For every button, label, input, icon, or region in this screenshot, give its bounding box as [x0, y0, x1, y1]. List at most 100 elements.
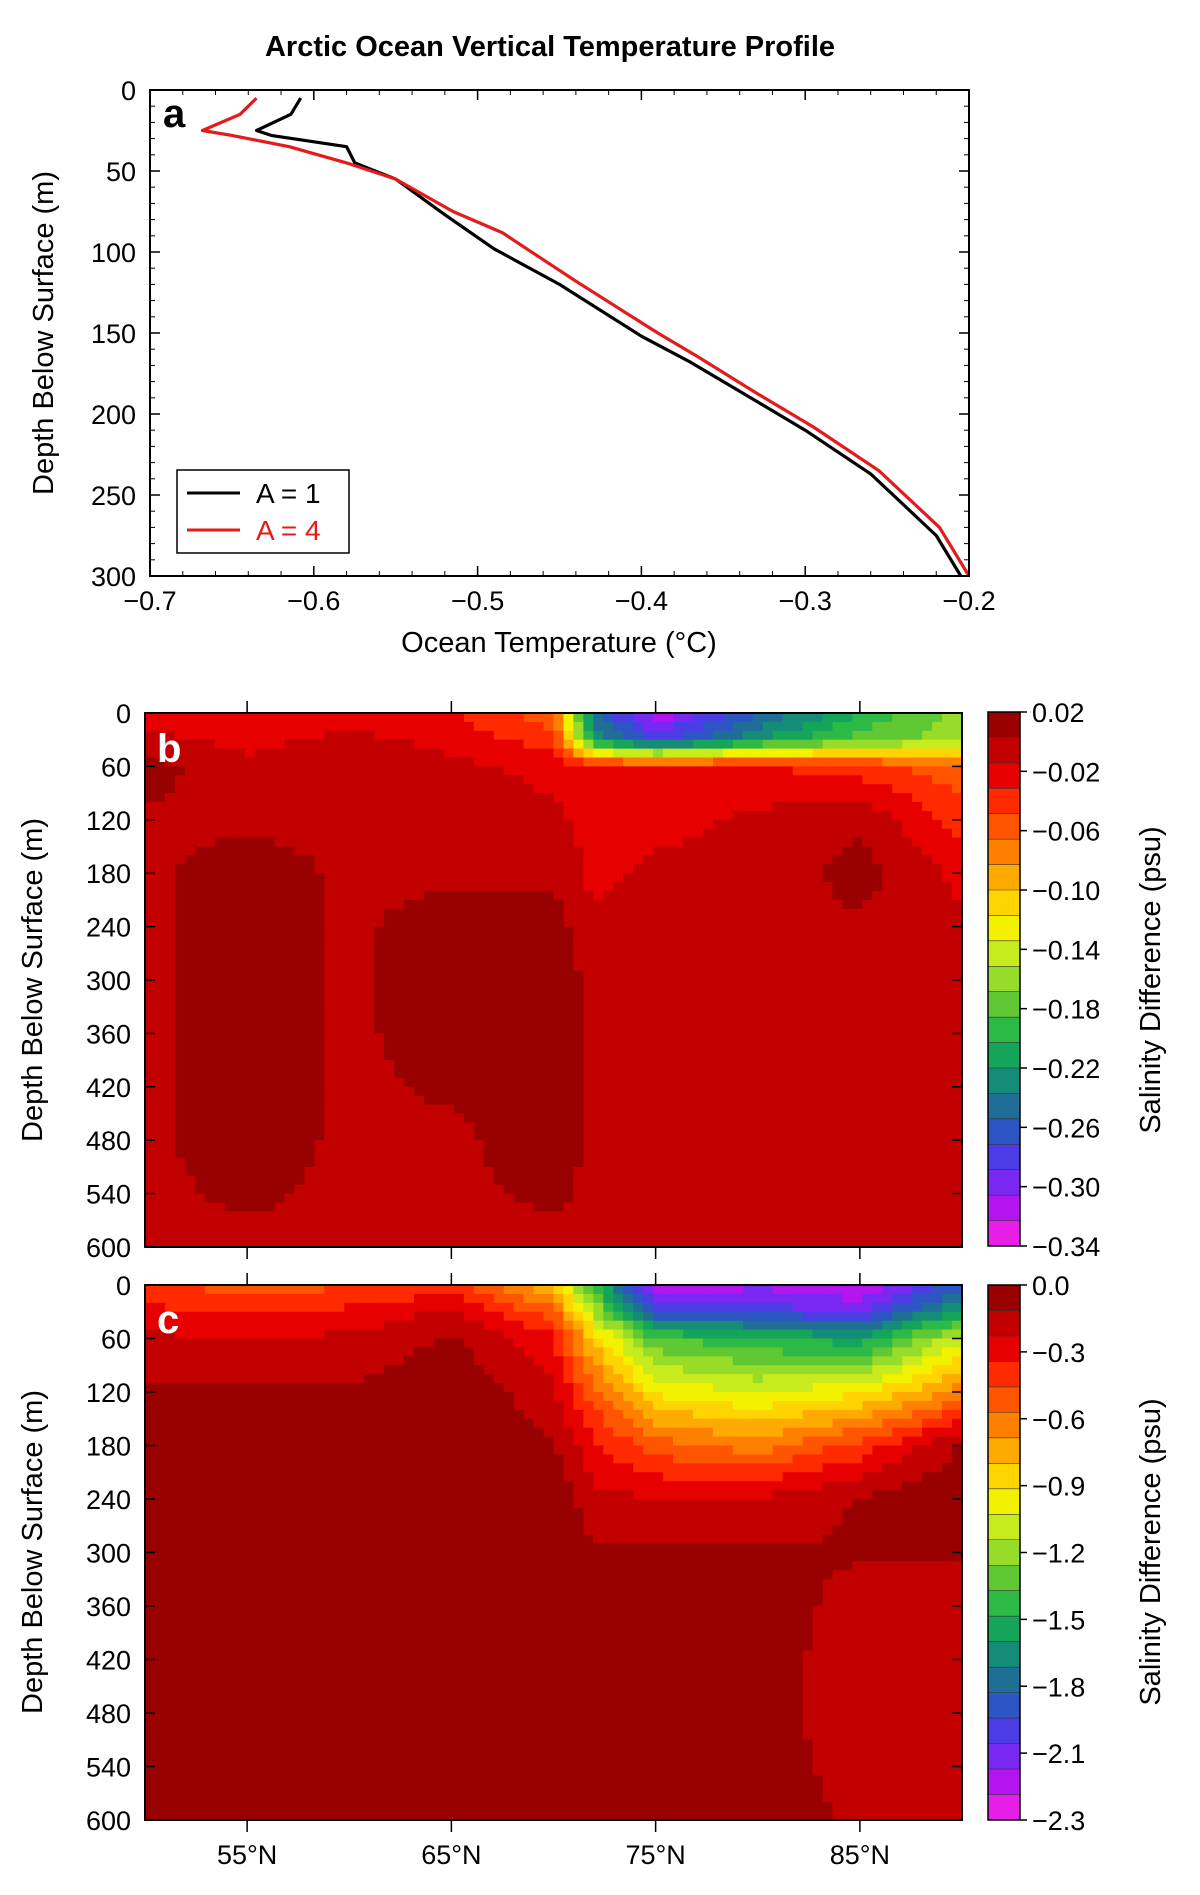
heatmap-cell	[284, 980, 296, 990]
heatmap-cell	[872, 775, 883, 785]
heatmap-cell	[294, 757, 306, 767]
heatmap-cell	[902, 819, 913, 830]
heatmap-cell	[942, 899, 953, 910]
heatmap-cell	[663, 730, 674, 741]
heatmap-cell	[204, 962, 216, 972]
heatmap-cell	[653, 721, 664, 732]
heatmap-cell	[314, 1193, 325, 1204]
heatmap-cell	[772, 1086, 784, 1097]
heatmap-cell	[214, 1193, 226, 1204]
heatmap-cell	[692, 837, 704, 848]
heatmap-cell	[414, 846, 425, 856]
heatmap-cell	[862, 730, 873, 741]
heatmap-cell	[354, 935, 365, 945]
heatmap-cell	[284, 988, 296, 999]
heatmap-cell	[573, 1042, 584, 1052]
heatmap-cell	[762, 1220, 774, 1230]
heatmap-cell	[842, 1051, 853, 1061]
heatmap-cell	[314, 971, 325, 981]
heatmap-cell	[154, 828, 166, 839]
heatmap-cell	[702, 935, 714, 945]
heatmap-cell	[284, 926, 296, 937]
heatmap-cell	[463, 1193, 475, 1204]
heatmap-cell	[423, 1202, 435, 1212]
heatmap-cell	[304, 846, 315, 856]
heatmap-cell	[364, 1220, 375, 1230]
heatmap-cell	[653, 971, 664, 981]
heatmap-cell	[623, 1131, 634, 1141]
heatmap-cell	[533, 1211, 545, 1221]
heatmap-cell	[414, 1140, 425, 1150]
heatmap-cell	[244, 997, 256, 1008]
heatmap-cell	[433, 980, 445, 990]
heatmap-cell	[722, 810, 734, 821]
heatmap-cell	[394, 1211, 405, 1221]
heatmap-cell	[872, 1140, 883, 1150]
heatmap-cell	[463, 1220, 475, 1230]
heatmap-cell	[742, 899, 754, 910]
heatmap-cell	[613, 899, 624, 910]
heatmap-cell	[503, 1149, 515, 1159]
heatmap-cell	[224, 1024, 236, 1034]
heatmap-cell	[842, 1140, 853, 1150]
heatmap-cell	[932, 1015, 943, 1026]
heatmap-cell	[394, 713, 405, 723]
heatmap-cell	[882, 819, 893, 830]
heatmap-cell	[942, 1104, 953, 1115]
heatmap-cell	[364, 1158, 375, 1168]
heatmap-cell	[194, 1131, 206, 1141]
heatmap-cell	[354, 1060, 365, 1070]
heatmap-cell	[912, 846, 923, 856]
heatmap-cell	[433, 730, 445, 741]
heatmap-cell	[902, 1033, 913, 1043]
heatmap-cell	[862, 819, 873, 830]
heatmap-cell	[174, 1229, 186, 1239]
heatmap-cell	[453, 739, 465, 750]
heatmap-cell	[374, 793, 385, 803]
heatmap-cell	[912, 1202, 923, 1212]
heatmap-cell	[404, 1006, 415, 1017]
heatmap-cell	[324, 873, 335, 883]
heatmap-cell	[334, 1104, 345, 1115]
heatmap-cell	[184, 1202, 196, 1212]
heatmap-cell	[314, 1077, 325, 1088]
heatmap-cell	[852, 1077, 863, 1088]
heatmap-cell	[294, 864, 306, 874]
heatmap-cell	[304, 802, 315, 812]
heatmap-cell	[204, 713, 216, 723]
heatmap-cell	[453, 1033, 465, 1043]
heatmap-cell	[902, 1077, 913, 1088]
heatmap-cell	[633, 1229, 644, 1239]
heatmap-cell	[573, 775, 584, 785]
heatmap-cell	[593, 1024, 604, 1034]
heatmap-cell	[663, 1015, 674, 1026]
heatmap-cell	[513, 819, 525, 830]
heatmap-cell	[174, 1220, 186, 1230]
heatmap-cell	[294, 1086, 306, 1097]
heatmap-cell	[663, 971, 674, 981]
heatmap-cell	[663, 917, 674, 928]
heatmap-cell	[523, 935, 535, 945]
heatmap-cell	[643, 988, 654, 999]
heatmap-cell	[732, 837, 744, 848]
heatmap-cell	[583, 988, 594, 999]
heatmap-cell	[952, 1113, 963, 1123]
heatmap-cell	[513, 1024, 525, 1034]
heatmap-cell	[374, 1069, 385, 1079]
heatmap-cell	[224, 899, 236, 910]
heatmap-cell	[952, 1042, 963, 1052]
heatmap-cell	[374, 1158, 385, 1168]
heatmap-cell	[264, 819, 276, 830]
heatmap-cell	[872, 1211, 883, 1221]
heatmap-cell	[513, 1166, 525, 1177]
heatmap-cell	[553, 908, 565, 919]
heatmap-cell	[822, 988, 834, 999]
heatmap-cell	[782, 730, 794, 741]
heatmap-cell	[224, 1229, 236, 1239]
heatmap-cell	[892, 748, 903, 759]
series-line-a1	[254, 97, 963, 576]
heatmap-cell	[862, 810, 873, 821]
heatmap-cell	[493, 1024, 505, 1034]
heatmap-cell	[244, 1015, 256, 1026]
heatmap-cell	[453, 713, 465, 723]
